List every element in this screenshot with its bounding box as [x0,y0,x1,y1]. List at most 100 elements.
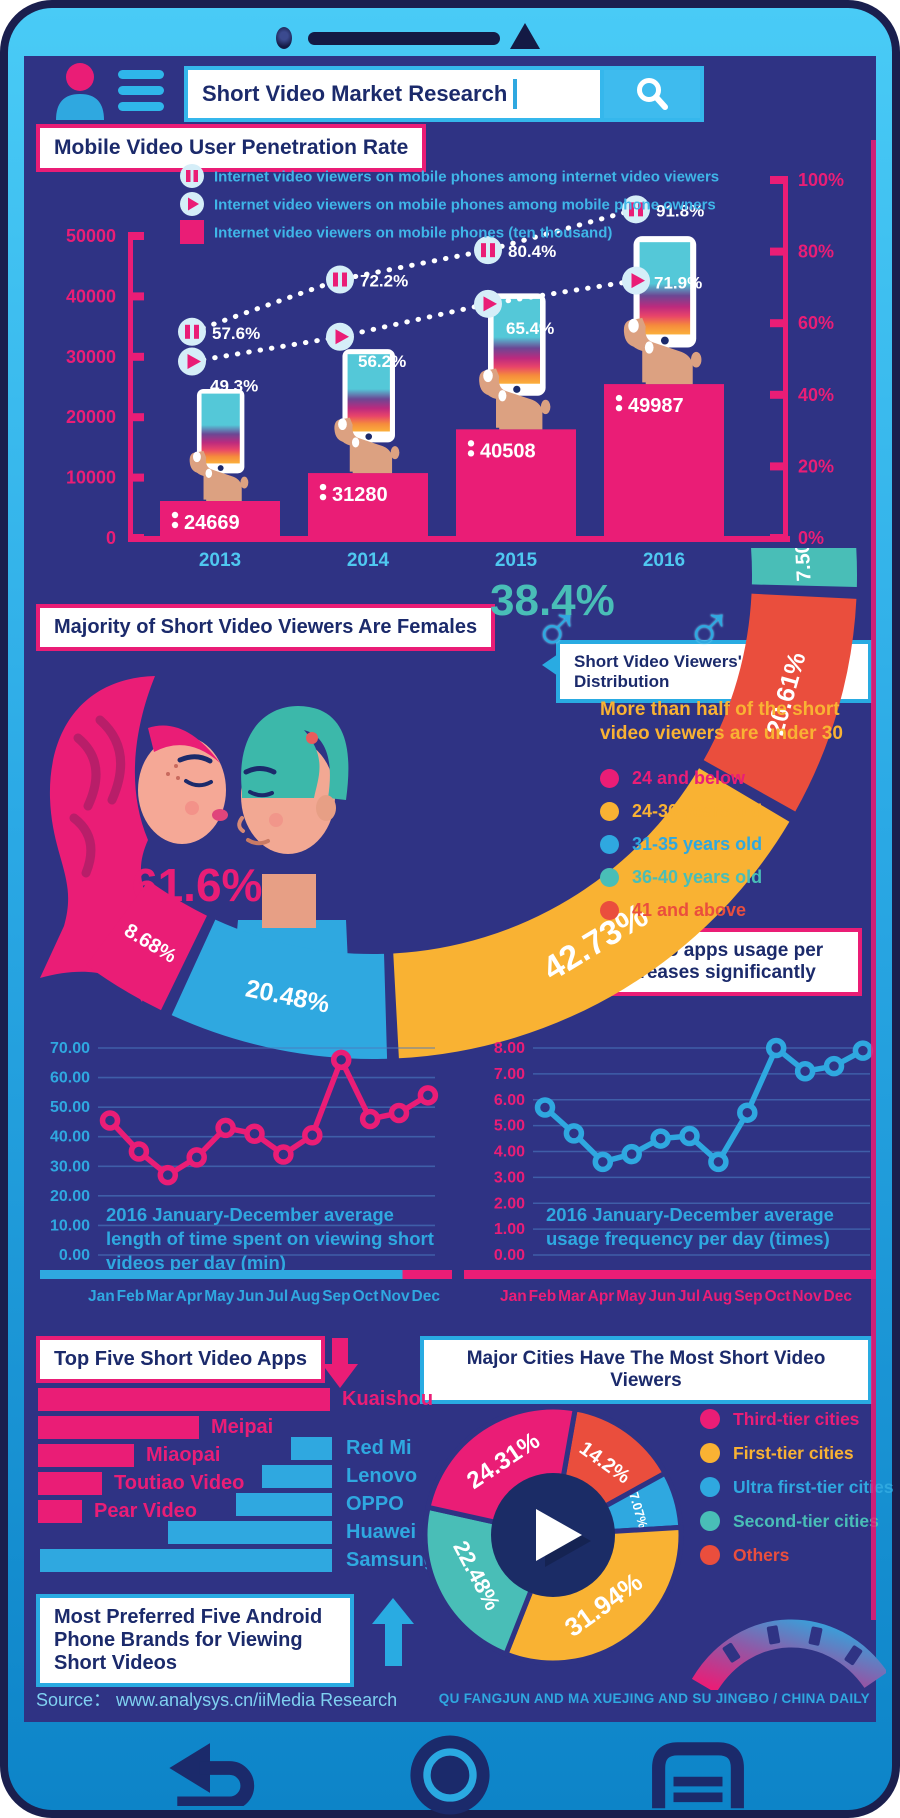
svg-text:80%: 80% [798,242,834,262]
phone-bar-Red Mi [291,1437,332,1460]
svg-text:2.00: 2.00 [494,1195,525,1212]
svg-text:20.00: 20.00 [50,1188,90,1205]
month-label: Nov [380,1288,410,1305]
legend-item: 24 and below [600,762,762,795]
data-point-Jun [679,1125,700,1147]
data-point-Feb [563,1123,585,1144]
bar-2015 [456,429,576,538]
data-point-Oct [794,1061,816,1082]
gender-section-title: Majority of Short Video Viewers Are Fema… [36,604,496,651]
phone-label: Lenovo [346,1465,418,1487]
legend-dot [600,802,619,821]
data-point-Dec [417,1085,439,1106]
data-point-Jan [534,1097,556,1118]
svg-text:49.3%: 49.3% [210,377,258,396]
edge-accent-line [871,140,876,1620]
data-point-Mar [592,1151,614,1173]
month-label: Jul [677,1288,701,1305]
watch-time-line-chart: 0.00 10.00 20.00 30.00 40.00 50.00 60.00 70.00 [50,1040,439,1264]
svg-text:Internet video viewers on mobi: Internet video viewers on mobile phones … [214,197,716,214]
legend-dot [700,1511,720,1531]
legend-item: Third-tier cities [700,1402,893,1436]
svg-text:10000: 10000 [66,468,116,488]
svg-text:65.4%: 65.4% [506,319,554,338]
svg-text:31280: 31280 [332,484,388,506]
svg-text:3.00: 3.00 [494,1169,525,1186]
svg-text:40%: 40% [798,385,834,405]
month-label: Oct [352,1288,379,1305]
search-button[interactable] [600,70,700,118]
phone-label: Samsung [346,1549,437,1571]
data-point-Aug [302,1124,323,1146]
search-input[interactable]: Short Video Market Research [188,70,600,118]
svg-text:1.00: 1.00 [494,1221,525,1238]
gender-illustration [40,676,350,1008]
watch-time-caption: 2016 January-December average length of … [106,1204,434,1274]
svg-text:0%: 0% [798,528,824,548]
x-axis-right [464,1270,876,1279]
month-label: Jun [236,1288,264,1305]
legend-dot [600,769,619,788]
svg-text:0.00: 0.00 [59,1247,90,1264]
legend-dot [700,1409,720,1429]
legend-item: 36-40 years old [600,861,762,894]
month-label: Sep [734,1288,763,1305]
phone-bar-Huawei [168,1521,332,1544]
month-label: Jun [648,1288,676,1305]
data-point-Dec [852,1040,874,1061]
svg-text:5.00: 5.00 [494,1118,525,1135]
months-row-left: Jan Feb Mar Apr May Jun Jul Aug Sep Oct Nov Dec [88,1288,440,1306]
phone-label: Red Mi [346,1437,412,1459]
svg-text:40000: 40000 [66,286,116,306]
svg-text:30.00: 30.00 [50,1158,90,1175]
month-label: Dec [823,1288,852,1305]
month-label: Mar [146,1288,174,1305]
text-caret [513,79,518,109]
phone-brands-bar-list: Red Mi Lenovo OPPO Huawei Samsung [40,1437,500,1582]
data-point-Jun [244,1123,265,1145]
recents-menu-button[interactable] [648,1740,748,1810]
legend-label: 41 and above [632,900,747,920]
back-button[interactable] [140,1734,280,1806]
home-button[interactable] [404,1732,496,1818]
legend-dot [600,901,619,920]
frequency-line-chart: 0.00 1.00 2.00 3.00 4.00 5.00 6.00 7.00 8.00 [494,1037,874,1264]
phone-bar-Lenovo [262,1465,332,1488]
month-label: Sep [322,1288,351,1305]
months-row-right: Jan Feb Mar Apr May Jun Jul Aug Sep Oct Nov Dec [500,1288,852,1306]
legend-label: 24 and below [632,768,746,788]
app-bar-Miaopai [38,1444,134,1467]
app-bar-Pear Video [38,1500,82,1523]
svg-text:56.2%: 56.2% [358,352,406,371]
app-bar-Kuaishou [38,1388,330,1411]
svg-text:Internet video viewers on mobi: Internet video viewers on mobile phones … [214,225,612,242]
apps-section-title: Top Five Short Video Apps [36,1336,325,1383]
month-label: Mar [558,1288,586,1305]
search-bar: Short Video Market Research [184,66,704,122]
svg-text:6.00: 6.00 [494,1092,525,1109]
month-label: May [616,1288,647,1305]
up-arrow-icon [372,1598,414,1668]
month-label: Jan [88,1288,115,1305]
legend-dot [700,1443,720,1463]
phone-bar-OPPO [236,1493,332,1516]
month-label: Apr [175,1288,203,1305]
svg-text:10.00: 10.00 [50,1217,90,1234]
svg-text:49987: 49987 [628,395,684,417]
data-point-Jan [99,1110,121,1131]
phone-bar-Samsung [40,1549,332,1572]
svg-text:2013: 2013 [199,550,241,571]
user-profile-icon[interactable] [50,62,110,120]
notification-triangle-icon [510,23,540,49]
top-apps-bar-list: Kuaishou Meipai Miaopai Toutiao Video Pear V… [38,1388,458,1533]
month-label: Aug [290,1288,321,1305]
svg-text:71.9%: 71.9% [654,274,702,293]
svg-text:8.00: 8.00 [494,1040,525,1057]
data-point-Apr [186,1147,207,1168]
cities-donut-chart: 14.2%7.07%31.94%22.48%24.31% [422,1404,684,1666]
month-label: Dec [411,1288,440,1305]
app-label: Pear Video [94,1500,198,1522]
bar-2014 [308,473,428,538]
hamburger-menu-icon[interactable] [118,70,166,113]
age-legend: 24 and below 24-30 years old 31-35 years o… [600,762,762,927]
